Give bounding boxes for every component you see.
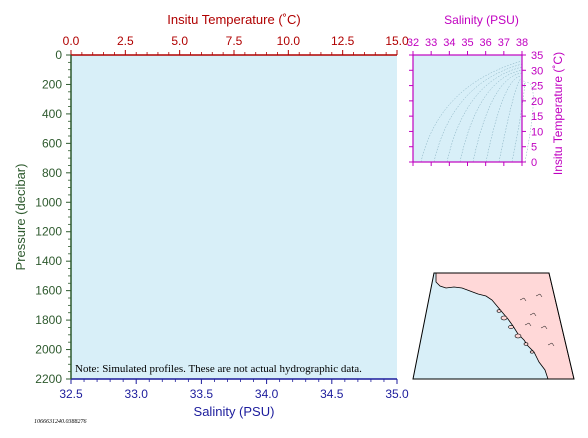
left-tick-label: 1000 (35, 195, 62, 209)
map-feature (524, 322, 532, 327)
map-island (500, 315, 508, 321)
map-land-group (435, 273, 574, 379)
top-tick-label: 2.5 (117, 34, 134, 48)
map-land (435, 273, 574, 379)
left-tick-label: 0 (55, 48, 62, 62)
top-tick-label: 5.0 (171, 34, 188, 48)
ts-top-tick-label: 33 (425, 37, 437, 49)
bottom-axis-label: Salinity (PSU) (194, 404, 275, 419)
ts-right-tick-label: 30 (531, 65, 543, 77)
bottom-tick-label: 34.5 (320, 387, 344, 401)
bottom-tick-label: 34.0 (255, 387, 279, 401)
top-axis-label: Insitu Temperature (˚C) (167, 12, 300, 27)
ts-contour (511, 80, 525, 163)
left-tick-label: 400 (42, 107, 62, 121)
map-feature (547, 342, 555, 347)
footer-id: 1066631240.0388276 (34, 418, 87, 425)
bottom-tick-label: 33.0 (125, 387, 149, 401)
profile-plot: 0.0 2.5 5.0 7.5 10.0 12.5 15.0 Insitu Temperatu… (13, 12, 409, 419)
ts-top-tick-label: 38 (516, 37, 528, 49)
left-tick-label: 1400 (35, 254, 62, 268)
ts-contour (498, 78, 523, 163)
ts-right-tick-label: 5 (531, 142, 537, 154)
left-tick-label: 200 (42, 77, 62, 91)
ts-right-tick-label: 20 (531, 96, 543, 108)
map-feature (540, 325, 548, 330)
map-island (508, 325, 514, 329)
left-tick-label: 1200 (35, 225, 62, 239)
ts-contour (521, 82, 534, 163)
left-axis-label: Pressure (decibar) (13, 164, 28, 271)
ts-contour (420, 60, 523, 163)
ts-right-tick-label: 15 (531, 111, 543, 123)
ts-right-tick-label: 0 (531, 157, 537, 169)
left-tick-label: 2200 (35, 372, 62, 386)
ts-top-axis-label: Salinity (PSU) (444, 13, 519, 27)
map-island (529, 350, 535, 354)
left-tick-label: 2000 (35, 343, 62, 357)
map-feature (529, 312, 537, 317)
ts-contour (472, 72, 523, 163)
map-frame (412, 272, 575, 380)
top-tick-label: 10.0 (277, 34, 301, 48)
top-tick-label: 7.5 (226, 34, 243, 48)
ts-right-tick-label: 10 (531, 126, 543, 138)
ts-contour (446, 66, 523, 163)
ts-right-tick-label: 35 (531, 50, 543, 62)
ts-contour (459, 69, 523, 163)
map-feature (535, 293, 543, 298)
bottom-tick-label: 33.5 (190, 387, 214, 401)
map-island (514, 333, 522, 339)
bottom-tick-label: 32.5 (59, 387, 83, 401)
top-tick-label: 0.0 (63, 34, 80, 48)
plot-area (71, 55, 397, 379)
map-island (523, 342, 529, 346)
ts-right-tick-label: 25 (531, 81, 543, 93)
bottom-tick-label: 35.0 (385, 387, 409, 401)
map-feature (519, 297, 527, 302)
ts-top-tick-label: 36 (480, 37, 492, 49)
top-tick-label: 12.5 (331, 34, 355, 48)
location-map (412, 272, 575, 380)
ts-right-axis-label: Insitu Temperature (˚C) (551, 52, 565, 175)
ts-diagram: 32 33 34 35 36 37 38 Salinity (PSU) 0 5 10 15 20 25 30… (407, 13, 565, 175)
left-tick-label: 1800 (35, 313, 62, 327)
left-tick-label: 1600 (35, 284, 62, 298)
simulated-data-note: Note: Simulated profiles. These are not … (75, 363, 362, 375)
ts-top-tick-label: 34 (443, 37, 455, 49)
ts-contour (485, 75, 523, 163)
ts-top-tick-label: 37 (498, 37, 510, 49)
left-tick-label: 800 (42, 166, 62, 180)
ts-top-tick-label: 35 (461, 37, 473, 49)
ts-top-tick-label: 32 (407, 37, 419, 49)
map-island (496, 309, 502, 313)
left-tick-label: 600 (42, 136, 62, 150)
top-tick-label: 15.0 (385, 34, 409, 48)
